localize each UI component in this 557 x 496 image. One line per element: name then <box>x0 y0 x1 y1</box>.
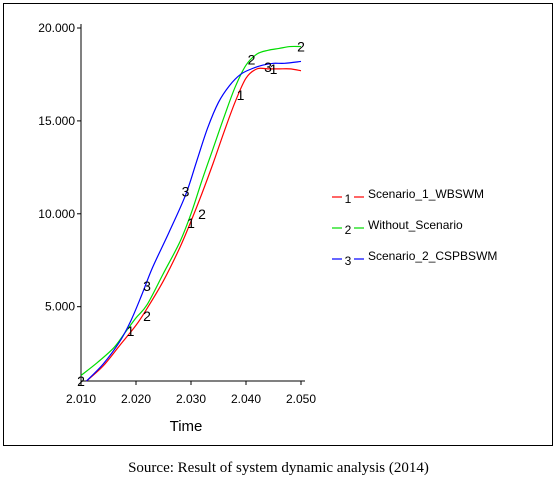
x-tick-label: 2.010 <box>66 392 96 406</box>
x-tick-label: 2.050 <box>286 392 316 406</box>
series-3-marker: 3 <box>182 183 190 199</box>
series-line-2 <box>80 45 302 376</box>
series-1-marker: 1 <box>237 87 245 103</box>
legend-label: Scenario_1_WBSWM <box>368 187 484 201</box>
chart-legend: 1 Scenario_1_WBSWM 2 Without_Scenario 3 Scena… <box>332 187 497 268</box>
series-2-marker: 2 <box>297 39 305 55</box>
legend-label: Scenario_2_CSPBSWM <box>368 249 497 263</box>
x-axis-title: Time <box>170 418 203 435</box>
x-tick-label: 2.030 <box>176 392 206 406</box>
series-line-3 <box>86 60 302 382</box>
chart-frame: 5.000 10.000 15.000 20.000 2.010 2.020 2.030 2.… <box>3 3 553 446</box>
legend-marker: 1 <box>345 192 352 206</box>
legend-marker: 2 <box>345 223 352 237</box>
chart-series <box>80 45 302 382</box>
y-tick-label: 10.000 <box>38 207 75 221</box>
line-chart: 5.000 10.000 15.000 20.000 2.010 2.020 2.030 2.… <box>38 21 497 435</box>
series-3-marker: 3 <box>264 59 272 75</box>
y-tick-label: 20.000 <box>38 21 75 35</box>
x-tick-label: 2.020 <box>121 392 151 406</box>
chart-ticks: 5.000 10.000 15.000 20.000 2.010 2.020 2.030 2.… <box>38 21 316 406</box>
series-1-marker: 1 <box>187 215 195 231</box>
series-3-marker: 3 <box>143 278 151 294</box>
y-tick-label: 15.000 <box>38 114 75 128</box>
series-1-marker: 1 <box>127 323 135 339</box>
series-2-marker: 2 <box>77 373 85 389</box>
x-tick-label: 2.040 <box>231 392 261 406</box>
chart-axes <box>80 24 305 382</box>
series-2-marker: 2 <box>248 52 256 68</box>
legend-marker: 3 <box>345 254 352 268</box>
series-2-marker: 2 <box>198 206 206 222</box>
series-line-1 <box>86 67 302 382</box>
series-1-marker: 1 <box>270 61 278 77</box>
legend-label: Without_Scenario <box>368 218 463 232</box>
y-tick-label: 5.000 <box>45 300 75 314</box>
figure-caption: Source: Result of system dynamic analysi… <box>128 460 429 476</box>
series-2-marker: 2 <box>143 308 151 324</box>
